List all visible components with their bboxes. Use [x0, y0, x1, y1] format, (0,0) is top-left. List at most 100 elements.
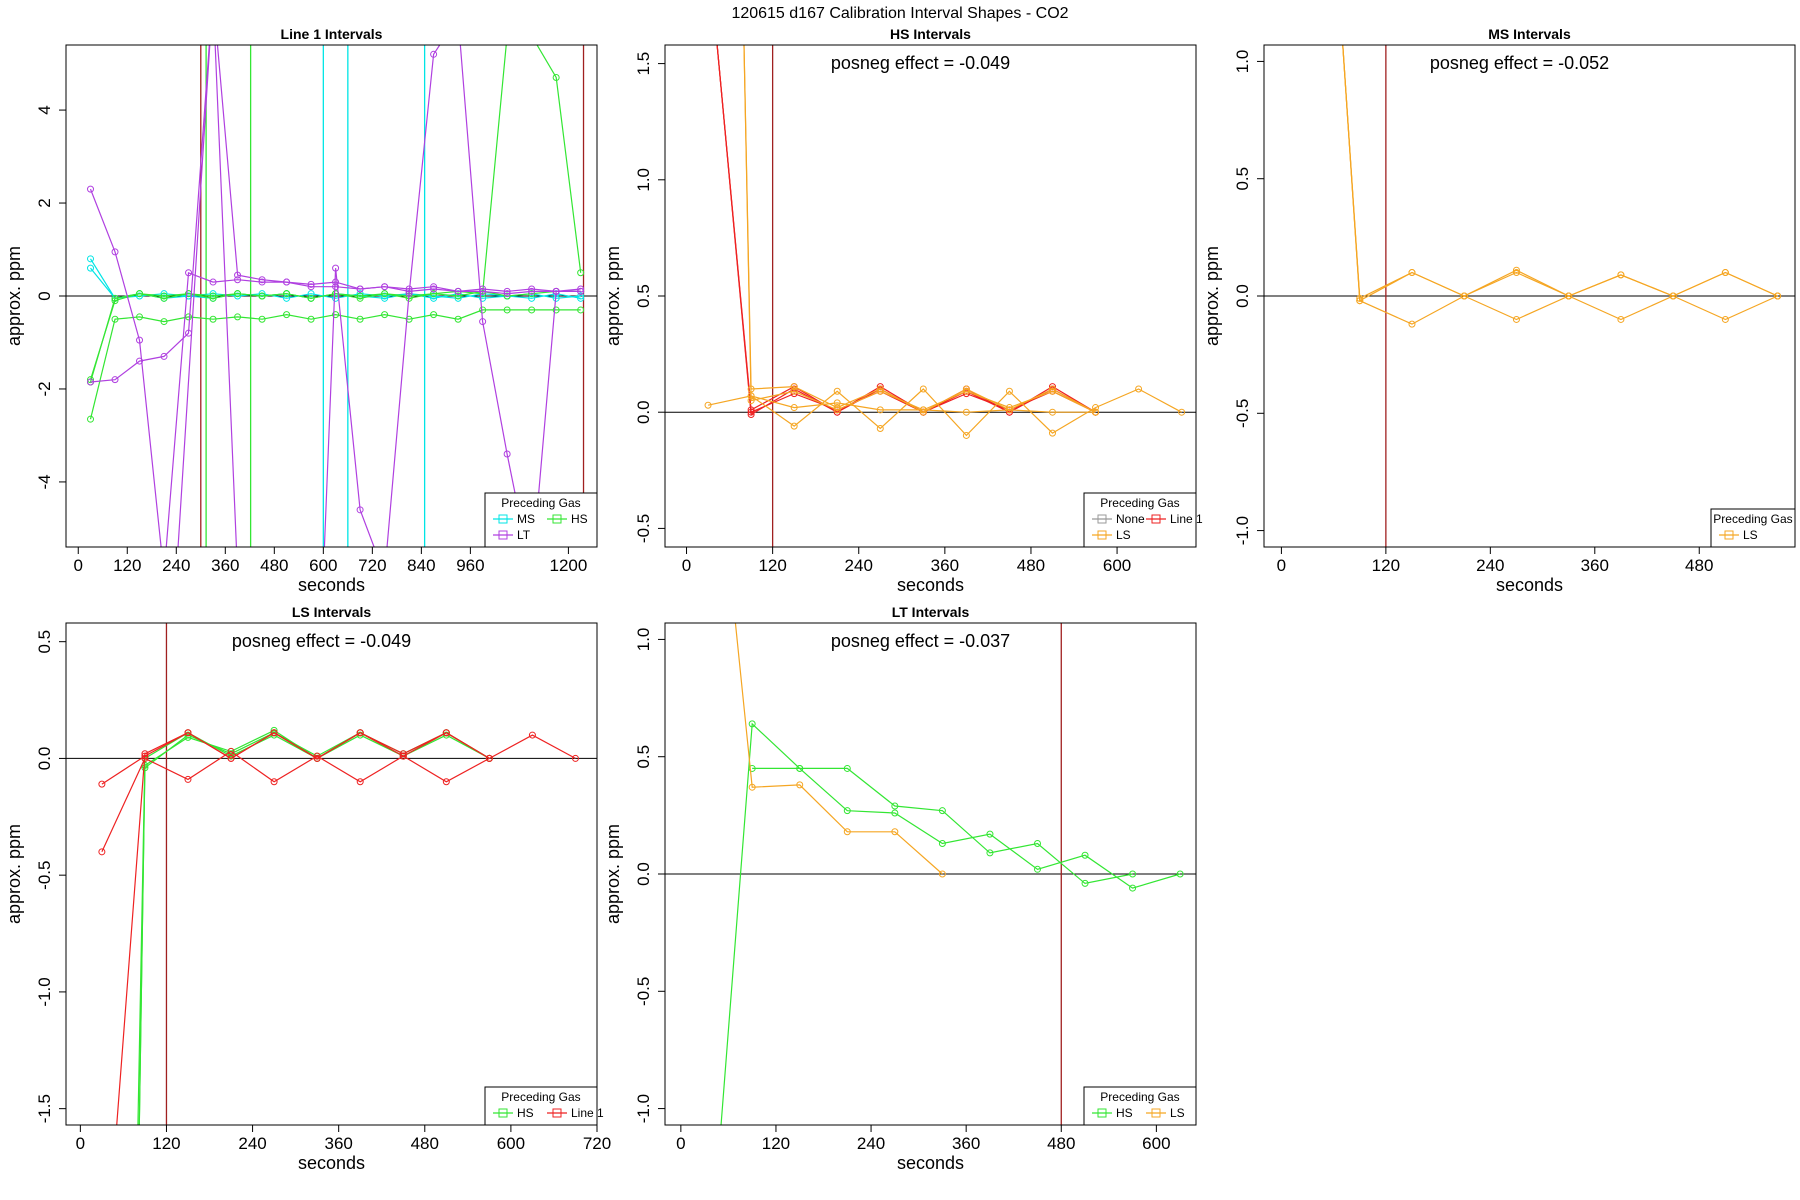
x-axis-label: seconds	[897, 1153, 964, 1173]
x-tick-label: 240	[845, 556, 873, 575]
data-point	[796, 764, 804, 772]
posneg-annotation: posneg effect = -0.049	[831, 53, 1010, 73]
data-point	[283, 311, 291, 319]
data-point	[111, 376, 119, 384]
legend-entry-none: None	[1092, 512, 1145, 526]
legend-entry-ls: LS	[1092, 528, 1131, 542]
y-tick-label: -0.5	[634, 514, 653, 543]
data-point	[234, 292, 242, 300]
data-point	[209, 294, 217, 302]
plot-area	[665, 45, 1196, 547]
data-point	[283, 290, 291, 298]
y-tick-label: -0.5	[1233, 399, 1252, 428]
legend: Preceding Gas LS	[1710, 508, 1796, 548]
x-tick-label: 0	[676, 1134, 685, 1153]
y-tick-label: 1.5	[634, 52, 653, 76]
legend-marker	[1097, 1108, 1107, 1118]
y-axis-label: approx. ppm	[603, 824, 623, 924]
x-tick-label: 720	[358, 556, 386, 575]
y-tick-label: -1.0	[35, 977, 54, 1006]
data-point	[1356, 297, 1364, 305]
legend-marker	[1151, 514, 1161, 524]
data-point	[234, 271, 242, 279]
legend-label: HS	[571, 512, 588, 526]
x-tick-label: 600	[309, 556, 337, 575]
data-point	[356, 292, 364, 300]
y-axis-label: approx. ppm	[4, 824, 24, 924]
series-line-ls	[743, 45, 1096, 413]
legend-label: LS	[1170, 1106, 1185, 1120]
data-point	[891, 828, 899, 836]
data-point	[577, 285, 585, 293]
data-point	[1129, 870, 1137, 878]
data-point	[283, 278, 291, 286]
legend-entry-hs: HS	[547, 512, 588, 526]
legend-entry-ls: LS	[1146, 1106, 1185, 1120]
data-point	[479, 318, 487, 326]
data-point	[528, 287, 536, 295]
series-line-line-1	[716, 45, 1096, 413]
x-tick-label: 360	[931, 556, 959, 575]
data-point	[503, 290, 511, 298]
data-point	[356, 290, 364, 298]
data-point	[111, 297, 119, 305]
y-tick-label: 0.0	[35, 747, 54, 771]
x-tick-label: 240	[1476, 556, 1504, 575]
data-point	[356, 506, 364, 514]
legend-box	[1083, 492, 1197, 548]
data-point	[747, 406, 755, 414]
data-point	[283, 294, 291, 302]
x-tick-label: 360	[1581, 556, 1609, 575]
data-point	[1617, 271, 1625, 279]
series-line-ls	[1342, 45, 1778, 302]
data-point	[528, 290, 536, 298]
x-axis-label: seconds	[897, 575, 964, 595]
data-point	[430, 294, 438, 302]
data-point	[1512, 315, 1520, 323]
data-point	[571, 754, 579, 762]
legend-box	[484, 492, 598, 548]
data-point	[1617, 315, 1625, 323]
data-point	[1460, 292, 1468, 300]
data-point	[430, 311, 438, 319]
legend-title: Preceding Gas	[1100, 1090, 1179, 1104]
panel-title: MS Intervals	[1488, 26, 1571, 42]
x-tick-label: 480	[260, 556, 288, 575]
data-point	[747, 397, 755, 405]
series-line-line-1	[716, 45, 1096, 414]
data-point	[270, 726, 278, 734]
posneg-annotation: posneg effect = -0.037	[831, 631, 1010, 651]
data-point	[160, 290, 168, 298]
data-point	[1135, 385, 1143, 393]
data-point	[1512, 269, 1520, 277]
data-point	[141, 752, 149, 760]
data-point	[528, 285, 536, 293]
legend-entry-line-1: Line 1	[1146, 512, 1203, 526]
series-line-ls	[734, 623, 943, 875]
plot-frame	[65, 622, 598, 1126]
legend-entry-hs: HS	[1092, 1106, 1133, 1120]
data-point	[111, 315, 119, 323]
data-point	[986, 830, 994, 838]
data-point	[136, 292, 144, 300]
series-line-hs	[138, 732, 490, 1125]
data-point	[381, 290, 389, 298]
plot-area	[66, 45, 597, 547]
data-point	[307, 283, 315, 291]
series-line-hs	[89, 309, 581, 420]
data-point	[876, 406, 884, 414]
data-point	[356, 285, 364, 293]
data-point	[1129, 884, 1137, 892]
data-point	[1092, 408, 1100, 416]
legend-label: HS	[1116, 1106, 1133, 1120]
data-point	[87, 255, 95, 263]
data-point	[552, 287, 560, 295]
data-point	[160, 352, 168, 360]
legend-label: Line 1	[1170, 512, 1203, 526]
series-line-hs	[752, 767, 1133, 885]
data-point	[577, 306, 585, 314]
data-point	[1092, 404, 1100, 412]
x-tick-label: 480	[1047, 1134, 1075, 1153]
plot-area	[1264, 45, 1795, 547]
data-point	[1178, 408, 1186, 416]
